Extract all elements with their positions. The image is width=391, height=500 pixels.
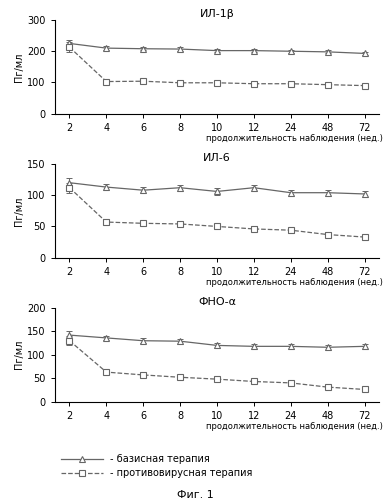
- X-axis label: продолжительность наблюдения (нед.): продолжительность наблюдения (нед.): [206, 422, 382, 432]
- Text: Фиг. 1: Фиг. 1: [177, 490, 214, 500]
- Text: - базисная терапия: - базисная терапия: [110, 454, 210, 464]
- Title: ИЛ-1β: ИЛ-1β: [200, 9, 234, 19]
- Y-axis label: Пг/мл: Пг/мл: [14, 196, 24, 226]
- Text: - противовирусная терапия: - противовирусная терапия: [110, 468, 252, 478]
- X-axis label: продолжительность наблюдения (нед.): продолжительность наблюдения (нед.): [206, 278, 382, 287]
- Title: ИЛ-6: ИЛ-6: [203, 153, 231, 163]
- Title: ФНО-α: ФНО-α: [198, 297, 236, 307]
- Y-axis label: Пг/мл: Пг/мл: [14, 52, 24, 82]
- Y-axis label: Пг/мл: Пг/мл: [14, 340, 24, 370]
- X-axis label: продолжительность наблюдения (нед.): продолжительность наблюдения (нед.): [206, 134, 382, 143]
